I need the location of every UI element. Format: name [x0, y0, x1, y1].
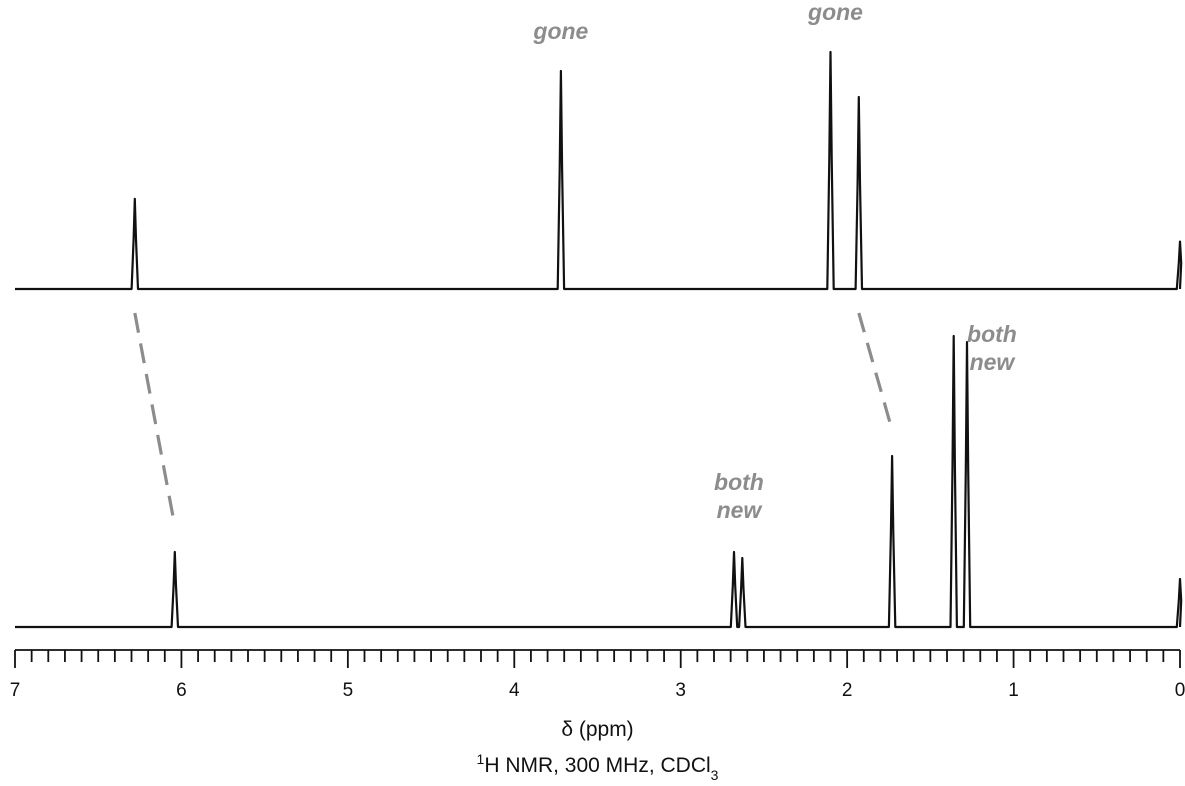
tick-label: 4 [509, 680, 520, 701]
subtitle-text: H NMR, 300 MHz, CDCl [484, 754, 710, 777]
tick-label: 6 [176, 680, 187, 701]
annotation-line: new [970, 349, 1017, 375]
spectrum-trace-top [15, 50, 1183, 291]
tick-label: 5 [343, 680, 354, 701]
experiment-subtitle: 1H NMR, 300 MHz, CDCl3 [477, 751, 719, 783]
annotation-line: gone [532, 18, 588, 44]
spectrum-trace-bottom [15, 334, 1183, 629]
subtitle-subscript: 3 [711, 767, 719, 783]
subtitle-mass-number: 1 [477, 751, 485, 767]
shift-guide-1 [133, 312, 177, 527]
annotation-line: both [714, 469, 764, 495]
annotation-both-new-2: both new [967, 321, 1017, 375]
tick-label: 0 [1175, 680, 1185, 701]
shift-guides [133, 312, 894, 527]
annotation-line: new [717, 497, 764, 523]
ppm-axis: 7 6 5 4 3 2 1 0 [10, 649, 1185, 701]
shift-guide-2 [857, 312, 894, 431]
annotation-both-new-1: both new [714, 469, 764, 523]
tick-label: 7 [10, 680, 21, 701]
tick-label: 1 [1008, 680, 1019, 701]
annotation-gone-1: gone [532, 18, 588, 44]
x-axis-label: δ (ppm) [561, 718, 633, 741]
tick-label: 3 [675, 680, 686, 701]
annotation-gone-2: gone [807, 0, 863, 25]
tick-label: 2 [842, 680, 853, 701]
spectrum-traces [15, 50, 1183, 629]
annotation-line: both [967, 321, 1017, 347]
annotation-line: gone [807, 0, 863, 25]
